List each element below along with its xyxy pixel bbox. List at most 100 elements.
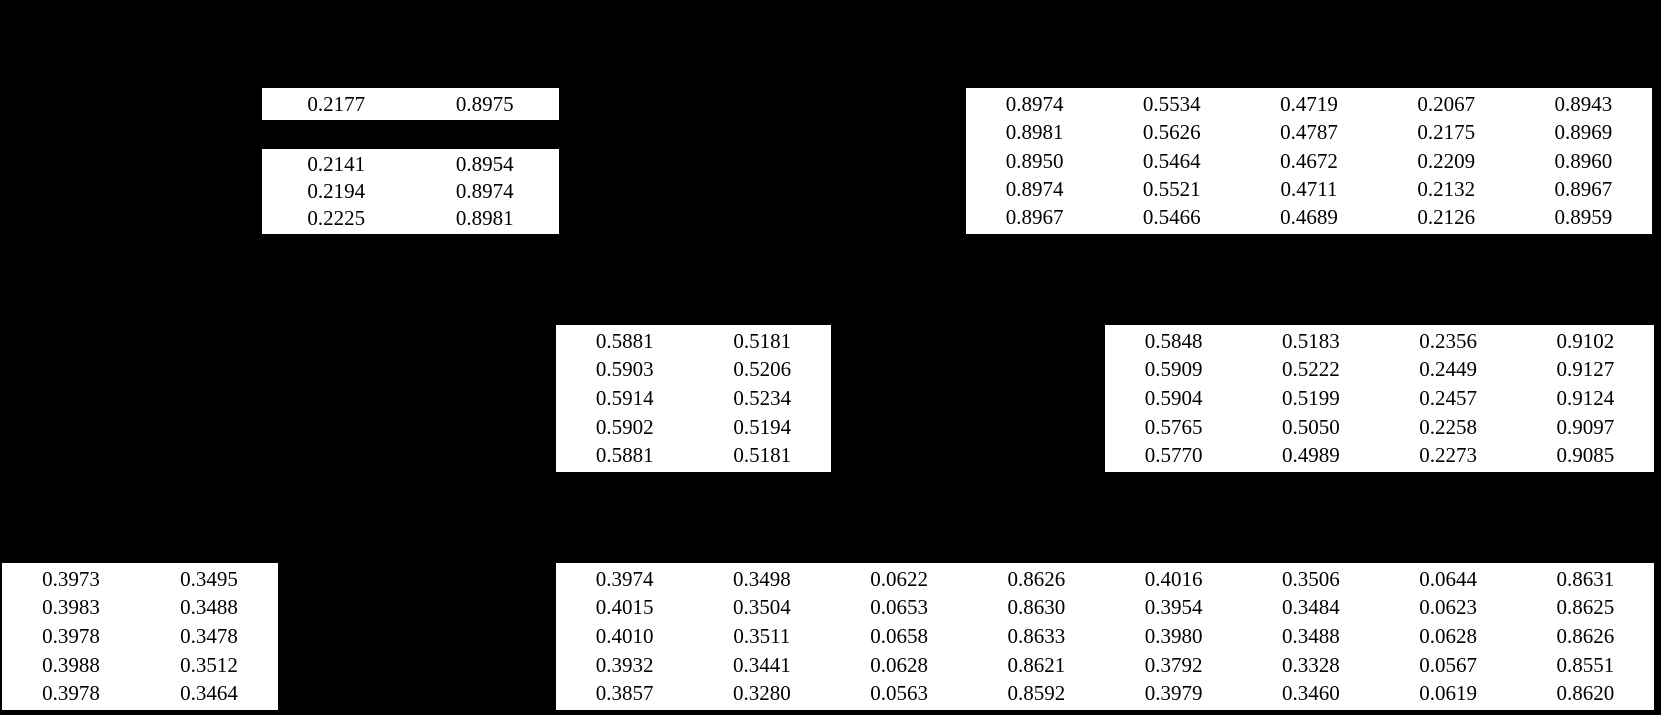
- table-cell-value: 0.5770: [1144, 443, 1203, 468]
- table-cell-value: 0.5902: [595, 414, 654, 439]
- table-cell-value: 0.0567: [1419, 652, 1477, 677]
- table-cell-value: 0.5181: [733, 328, 792, 353]
- table-fragment-middle-center: 0.5881 0.5181 0.5903 0.5206 0.5914 0.5234 0.59…: [556, 325, 831, 472]
- table-row: 0.8967 0.5466 0.4689 0.2126 0.8959: [966, 204, 1652, 232]
- table-cell-value: 0.8551: [1556, 652, 1615, 677]
- table-cell-value: 0.0658: [870, 623, 928, 648]
- table-row: 0.3857 0.3280 0.0563 0.8592 0.3979 0.3460 0.06…: [556, 679, 1654, 708]
- table-row: 0.3932 0.3441 0.0628 0.8621 0.3792 0.3328 0.05…: [556, 651, 1654, 680]
- table-cell-value: 0.3974: [595, 566, 654, 591]
- table-row: 0.5904 0.5199 0.2457 0.9124: [1105, 384, 1654, 413]
- table-cell-value: 0.9127: [1556, 357, 1615, 382]
- table-cell-value: 0.5206: [733, 357, 792, 382]
- table-cell-value: 0.8625: [1556, 595, 1615, 620]
- table-row: 0.5765 0.5050 0.2258 0.9097: [1105, 413, 1654, 442]
- table-cell-value: 0.3504: [733, 595, 791, 620]
- table-row: 0.3988 0.3512: [2, 651, 278, 680]
- table-cell-value: 0.2141: [307, 152, 366, 176]
- table-cell-value: 0.8592: [1007, 681, 1066, 706]
- table-cell-value: 0.5234: [733, 385, 792, 410]
- table-cell-value: 0.5881: [595, 443, 654, 468]
- table-cell-value: 0.8959: [1554, 205, 1613, 230]
- table-cell-value: 0.5914: [595, 385, 654, 410]
- table-cell-value: 0.3498: [733, 566, 791, 591]
- table-cell-value: 0.3932: [595, 652, 654, 677]
- table-cell-value: 0.3857: [595, 681, 654, 706]
- table-fragment-top-left-three-rows: 0.2141 0.8954 0.2194 0.8974 0.2225 0.8981: [262, 149, 559, 234]
- table-row: 0.3974 0.3498 0.0622 0.8626 0.4016 0.3506 0.06…: [556, 565, 1654, 594]
- table-cell-value: 0.9124: [1556, 385, 1615, 410]
- table-cell-value: 0.8954: [455, 152, 514, 176]
- table-cell-value: 0.8974: [1005, 176, 1064, 201]
- table-cell-value: 0.4719: [1280, 91, 1338, 116]
- table-cell-value: 0.9085: [1556, 443, 1615, 468]
- table-cell-value: 0.2449: [1419, 357, 1477, 382]
- table-cell-value: 0.5765: [1144, 414, 1203, 439]
- table-row: 0.8950 0.5464 0.4672 0.2209 0.8960: [966, 147, 1652, 175]
- table-cell-value: 0.5222: [1282, 357, 1340, 382]
- table-row: 0.3973 0.3495: [2, 565, 278, 594]
- table-row: 0.4010 0.3511 0.0658 0.8633 0.3980 0.3488 0.06…: [556, 622, 1654, 651]
- table-cell-value: 0.2194: [307, 179, 366, 203]
- table-cell-value: 0.0563: [870, 681, 928, 706]
- table-cell-value: 0.2209: [1417, 148, 1476, 173]
- table-cell-value: 0.5909: [1144, 357, 1203, 382]
- table-row: 0.2177 0.8975: [262, 90, 559, 118]
- table-cell-value: 0.2067: [1417, 91, 1476, 116]
- table-cell-value: 0.8981: [1005, 120, 1064, 145]
- table-cell-value: 0.3280: [733, 681, 791, 706]
- table-cell-value: 0.9097: [1556, 414, 1615, 439]
- table-cell-value: 0.8630: [1007, 595, 1066, 620]
- table-cell-value: 0.5904: [1144, 385, 1203, 410]
- table-cell-value: 0.3980: [1144, 623, 1203, 648]
- table-cell-value: 0.8626: [1007, 566, 1066, 591]
- table-cell-value: 0.3512: [180, 652, 238, 677]
- table-cell-value: 0.3973: [42, 566, 100, 591]
- table-cell-value: 0.3441: [733, 652, 791, 677]
- table-cell-value: 0.5464: [1142, 148, 1201, 173]
- table-cell-value: 0.3978: [42, 623, 100, 648]
- table-cell-value: 0.8967: [1005, 205, 1064, 230]
- table-cell-value: 0.3464: [180, 681, 238, 706]
- table-cell-value: 0.2457: [1419, 385, 1477, 410]
- table-row: 0.2194 0.8974: [262, 178, 559, 205]
- table-cell-value: 0.3328: [1282, 652, 1340, 677]
- table-row: 0.4015 0.3504 0.0653 0.8630 0.3954 0.3484 0.06…: [556, 594, 1654, 623]
- table-row: 0.3983 0.3488: [2, 594, 278, 623]
- table-row: 0.5848 0.5183 0.2356 0.9102: [1105, 327, 1654, 356]
- table-cell-value: 0.5534: [1142, 91, 1201, 116]
- table-cell-value: 0.4672: [1280, 148, 1338, 173]
- table-cell-value: 0.8974: [1005, 91, 1064, 116]
- table-cell-value: 0.8967: [1554, 176, 1613, 201]
- table-fragment-top-left-single-row: 0.2177 0.8975: [262, 88, 559, 120]
- table-cell-value: 0.8969: [1554, 120, 1613, 145]
- table-cell-value: 0.8974: [455, 179, 514, 203]
- table-cell-value: 0.5466: [1142, 205, 1201, 230]
- table-row: 0.2141 0.8954: [262, 151, 559, 178]
- table-row: 0.8974 0.5521 0.4711 0.2132 0.8967: [966, 175, 1652, 203]
- table-cell-value: 0.3979: [1144, 681, 1203, 706]
- table-cell-value: 0.8633: [1007, 623, 1066, 648]
- table-row: 0.8974 0.5534 0.4719 0.2067 0.8943: [966, 90, 1652, 118]
- table-cell-value: 0.5194: [733, 414, 792, 439]
- table-cell-value: 0.3478: [180, 623, 238, 648]
- table-cell-value: 0.5903: [595, 357, 654, 382]
- table-cell-value: 0.5181: [733, 443, 792, 468]
- table-row: 0.3978 0.3478: [2, 622, 278, 651]
- table-cell-value: 0.0644: [1419, 566, 1477, 591]
- table-row: 0.5909 0.5222 0.2449 0.9127: [1105, 356, 1654, 385]
- table-cell-value: 0.9102: [1556, 328, 1615, 353]
- table-cell-value: 0.2356: [1419, 328, 1477, 353]
- table-cell-value: 0.2126: [1417, 205, 1476, 230]
- table-cell-value: 0.2258: [1419, 414, 1477, 439]
- table-cell-value: 0.8621: [1007, 652, 1066, 677]
- table-cell-value: 0.4711: [1280, 176, 1338, 201]
- table-cell-value: 0.4787: [1280, 120, 1338, 145]
- table-cell-value: 0.4016: [1144, 566, 1203, 591]
- table-cell-value: 0.0623: [1419, 595, 1477, 620]
- table-cell-value: 0.3495: [180, 566, 238, 591]
- table-cell-value: 0.0622: [870, 566, 928, 591]
- table-row: 0.5770 0.4989 0.2273 0.9085: [1105, 441, 1654, 470]
- table-cell-value: 0.3488: [180, 595, 238, 620]
